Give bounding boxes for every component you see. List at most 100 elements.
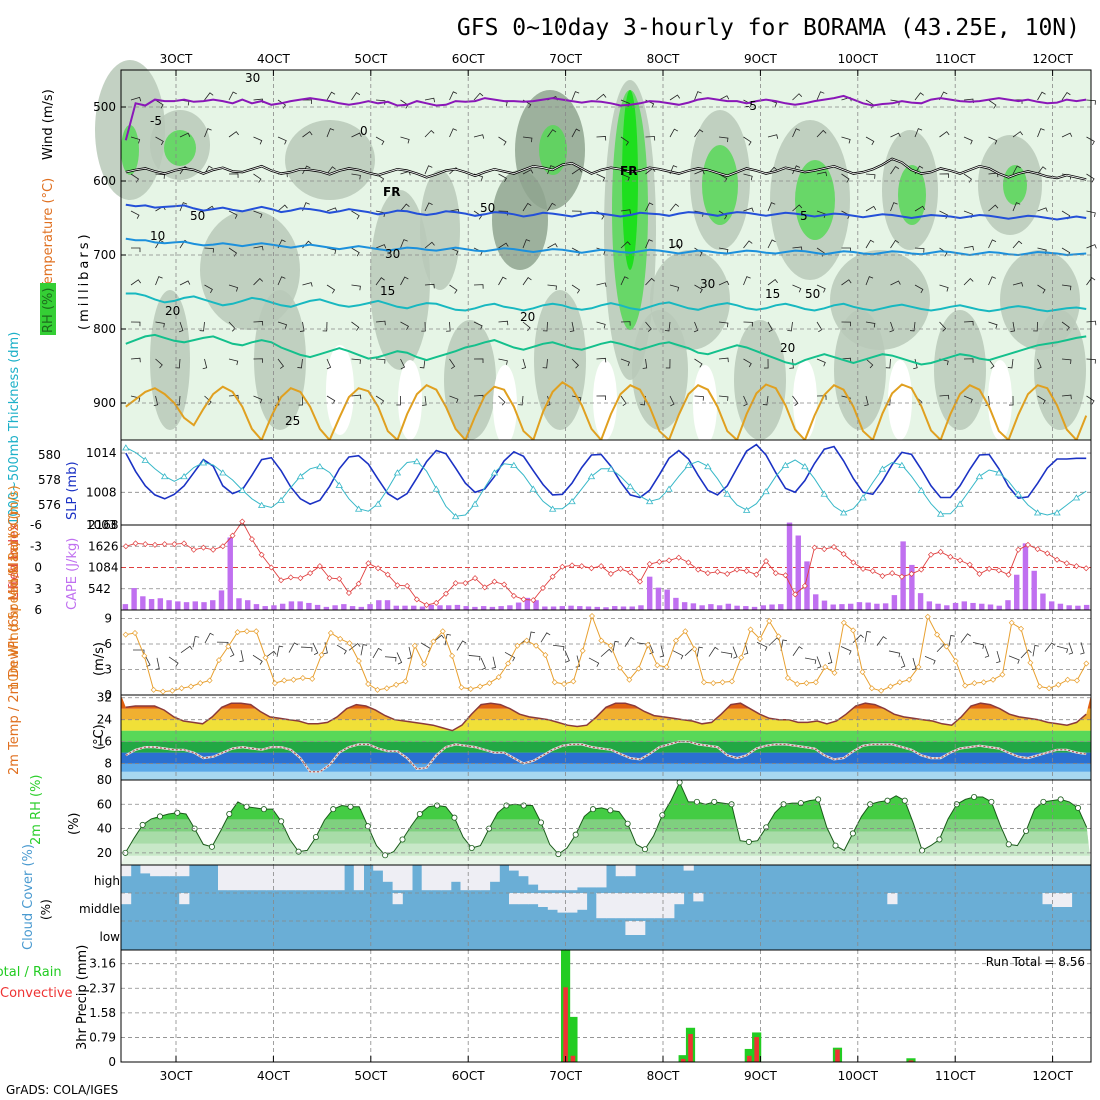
rh-marker [364,823,371,830]
wind-barb [743,136,752,146]
sfc-barb [1008,655,1020,664]
cape-bar [917,593,924,610]
pressure-tick: 600 [93,174,116,188]
isotherm-label: 5 [800,209,808,223]
wind-barb [424,129,435,138]
wind-barb [547,284,557,291]
cape-bar [306,602,312,610]
wind-marker [840,619,847,626]
wind-barb [424,165,433,175]
wind-barb [1009,395,1014,406]
wind-barb [620,276,629,286]
wind-barb [963,395,973,404]
sfc-barb [743,642,749,655]
wind-marker [831,669,838,676]
date-label-bottom: 11OCT [935,1069,976,1083]
wind-marker [477,683,484,690]
cape-bar [175,601,181,610]
wind-barb [155,239,164,249]
wind-barb [841,136,851,144]
cape-bar [585,606,592,610]
wind-barb [302,165,311,175]
sfc-barb [384,656,397,662]
isotherm-label: 20 [520,310,535,324]
date-label-top: 5OCT [354,52,387,66]
wind-barb [718,136,729,143]
wind-marker [598,637,605,644]
dewpt-line [125,741,1087,773]
li-marker [733,566,740,573]
cape-bar [297,601,303,610]
slp-series [122,443,1087,520]
wind-marker [1074,677,1081,684]
li-tick: 6 [34,603,42,617]
wind-marker [561,680,568,687]
cloud-gap-middle [606,893,617,919]
cape-bar [183,602,190,610]
cape-bar [743,606,749,610]
thickness-marker [1053,509,1061,516]
wind-marker [346,640,353,647]
cloud-gap-high [159,865,170,877]
wind-barb [669,395,675,407]
cloud-layer-low: low [100,930,121,944]
wind-barb [1037,128,1045,138]
wind-barb [885,358,891,369]
wind-barb [302,131,313,138]
cape-bar [489,606,496,610]
chart-title: GFS 0~10day 3-hourly for BORAMA (43.25E,… [457,15,1080,41]
precip-convective-bar [908,1060,914,1062]
wind-marker [915,663,922,670]
wind-barb [522,202,532,212]
slp-tick: 1014 [86,446,117,460]
wind-barb [718,280,730,286]
wind-barb [326,284,336,294]
li-marker [210,546,217,553]
cloud-unit: (%) [39,899,53,920]
thickness-marker [626,482,634,490]
wind-barb [424,97,436,103]
wind-barb [351,358,361,364]
cloud-gap-middle [664,893,675,919]
li-marker [190,546,197,553]
cape-bar [498,606,504,610]
cape-label: CAPE (J/kg) [65,538,80,610]
wind-barb [498,276,507,286]
li-marker [811,544,818,551]
rh-marker [260,806,267,813]
wind-barb [424,241,435,249]
wind-barb [841,173,850,183]
cloud-series [121,865,1073,935]
wind-barb [277,204,288,212]
wind-barb [326,207,338,212]
thickness-marker [684,461,693,468]
rh-line [124,781,1088,856]
wind-barb [179,280,191,286]
cloud-gap-high [305,865,316,891]
cape-bar [148,599,155,610]
wind-barb [767,278,778,286]
wind-marker [589,612,596,619]
cape-bar [236,598,242,610]
thickness-marker [471,500,479,507]
li-marker [278,577,285,584]
wind-barb [988,321,998,329]
sfc-barb [756,641,768,651]
wind-marker [850,627,857,634]
cape-bar [646,576,653,610]
wind-barb [1037,166,1047,175]
wind-barb [419,358,426,369]
wind-barb [792,93,803,101]
wind-marker [1018,625,1025,632]
sfc-barb [300,646,313,652]
cape-bar [786,522,793,610]
wind-barb [571,168,583,175]
li-marker [229,532,236,539]
sfc-barb [575,655,581,668]
rh-blob [200,210,300,330]
legend-convective: Convective [0,986,73,1001]
cape-bar [131,588,137,610]
wind-barb [277,321,288,329]
thickness-marker [141,456,149,463]
wind-marker [691,646,698,653]
